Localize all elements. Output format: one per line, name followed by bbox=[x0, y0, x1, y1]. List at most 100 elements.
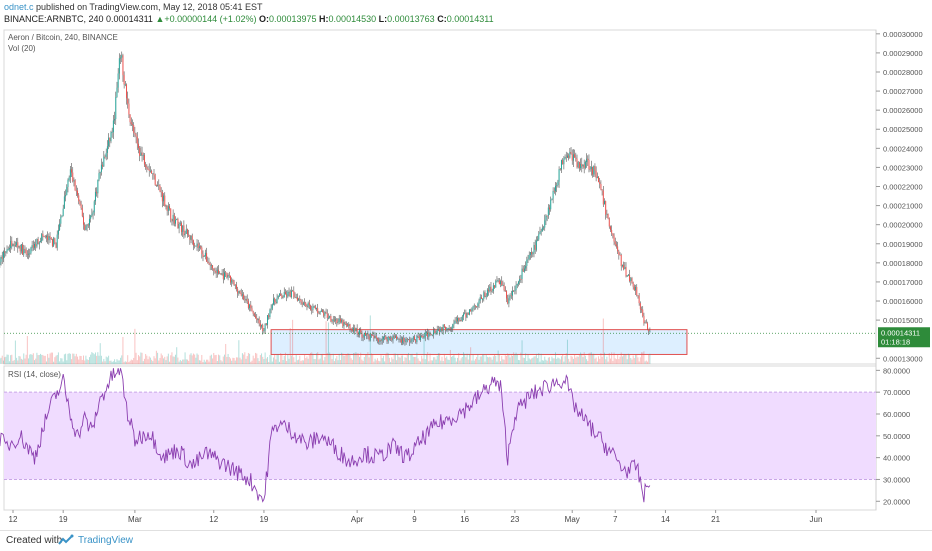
candle-body bbox=[642, 310, 643, 317]
volume-bar bbox=[175, 355, 176, 364]
close-label: C: bbox=[437, 14, 447, 24]
volume-bar bbox=[561, 356, 562, 364]
candle-body bbox=[125, 84, 126, 85]
candle-body bbox=[603, 191, 604, 205]
candle-body bbox=[581, 164, 582, 166]
candle-body bbox=[365, 333, 366, 335]
volume-bar bbox=[599, 359, 600, 364]
candle-body bbox=[240, 291, 241, 293]
volume-bar bbox=[238, 340, 239, 364]
candle-body bbox=[275, 302, 276, 304]
candle-body bbox=[60, 217, 61, 224]
candle-body bbox=[230, 276, 231, 283]
volume-bar bbox=[637, 357, 638, 364]
volume-bar bbox=[244, 352, 245, 364]
candle-body bbox=[550, 200, 551, 209]
volume-bar bbox=[254, 358, 255, 364]
candle-body bbox=[18, 246, 19, 247]
candle-body bbox=[169, 206, 170, 208]
volume-bar bbox=[76, 354, 77, 364]
volume-bar bbox=[457, 358, 458, 364]
volume-bar bbox=[510, 357, 511, 364]
volume-bar bbox=[230, 358, 231, 364]
candle-body bbox=[375, 336, 376, 338]
candle-body bbox=[143, 155, 144, 156]
volume-bar bbox=[273, 358, 274, 364]
volume-bar bbox=[94, 354, 95, 364]
volume-bar bbox=[163, 358, 164, 364]
volume-bar bbox=[277, 355, 278, 364]
volume-bar bbox=[525, 353, 526, 364]
candle-body bbox=[115, 97, 116, 119]
volume-bar bbox=[376, 360, 377, 364]
volume-bar bbox=[280, 353, 281, 364]
volume-bar bbox=[298, 360, 299, 364]
rsi-y-tick-label: 70.0000 bbox=[883, 388, 910, 397]
volume-bar bbox=[152, 361, 153, 364]
candle-body bbox=[91, 214, 92, 215]
candle-body bbox=[499, 280, 500, 284]
candle-body bbox=[360, 330, 361, 332]
volume-bar bbox=[232, 358, 233, 364]
candle-body bbox=[185, 234, 186, 236]
price-y-tick-label: 0.00015000 bbox=[883, 316, 923, 325]
candle-body bbox=[214, 271, 215, 272]
candle-body bbox=[363, 337, 364, 338]
candle-body bbox=[573, 154, 574, 160]
volume-bar bbox=[467, 354, 468, 364]
x-tick-label: 12 bbox=[9, 515, 18, 524]
candle-body bbox=[565, 157, 566, 159]
volume-bar bbox=[415, 357, 416, 364]
volume-bar bbox=[1, 358, 2, 364]
candle-body bbox=[89, 219, 90, 226]
candle-body bbox=[269, 310, 270, 317]
volume-bar bbox=[236, 357, 237, 364]
volume-bar bbox=[127, 355, 128, 364]
publish-line: odnet.c published on TradingView.com, Ma… bbox=[4, 2, 263, 12]
volume-bar bbox=[373, 361, 374, 364]
candle-body bbox=[486, 296, 487, 297]
volume-bar bbox=[50, 353, 51, 364]
candle-body bbox=[174, 215, 175, 224]
candle-body bbox=[389, 337, 390, 338]
candle-body bbox=[494, 285, 495, 287]
candle-body bbox=[208, 263, 209, 264]
candle-body bbox=[541, 231, 542, 232]
author-link[interactable]: odnet.c bbox=[4, 2, 34, 12]
volume-bar bbox=[382, 358, 383, 364]
volume-bar bbox=[375, 359, 376, 364]
candle-body bbox=[502, 285, 503, 286]
volume-bar bbox=[518, 360, 519, 364]
volume-bar bbox=[286, 361, 287, 364]
volume-bar bbox=[299, 356, 300, 364]
volume-bar bbox=[453, 355, 454, 364]
candle-body bbox=[346, 324, 347, 325]
volume-bar bbox=[443, 361, 444, 364]
candle-body bbox=[296, 297, 297, 298]
volume-bar bbox=[349, 355, 350, 364]
volume-bar bbox=[605, 359, 606, 364]
volume-bar bbox=[186, 359, 187, 364]
volume-bar bbox=[334, 361, 335, 364]
volume-bar bbox=[174, 357, 175, 364]
candle-body bbox=[128, 104, 129, 115]
volume-bar bbox=[364, 357, 365, 364]
volume-bar bbox=[481, 356, 482, 364]
candle-body bbox=[538, 234, 539, 239]
published-text: published on TradingView.com, May 12, 20… bbox=[36, 2, 262, 12]
candle-body bbox=[265, 324, 266, 331]
candle-body bbox=[465, 313, 466, 318]
candle-body bbox=[397, 339, 398, 340]
volume-bar bbox=[255, 353, 256, 364]
volume-bar bbox=[52, 353, 53, 364]
candle-body bbox=[506, 291, 507, 298]
volume-bar bbox=[548, 358, 549, 364]
volume-bar bbox=[145, 354, 146, 364]
volume-bar bbox=[336, 356, 337, 364]
tradingview-brand[interactable]: TradingView bbox=[78, 535, 133, 546]
volume-bar bbox=[125, 361, 126, 364]
bar-countdown-label: 01:18:18 bbox=[881, 337, 910, 346]
candle-body bbox=[61, 216, 62, 217]
candle-body bbox=[219, 273, 220, 274]
